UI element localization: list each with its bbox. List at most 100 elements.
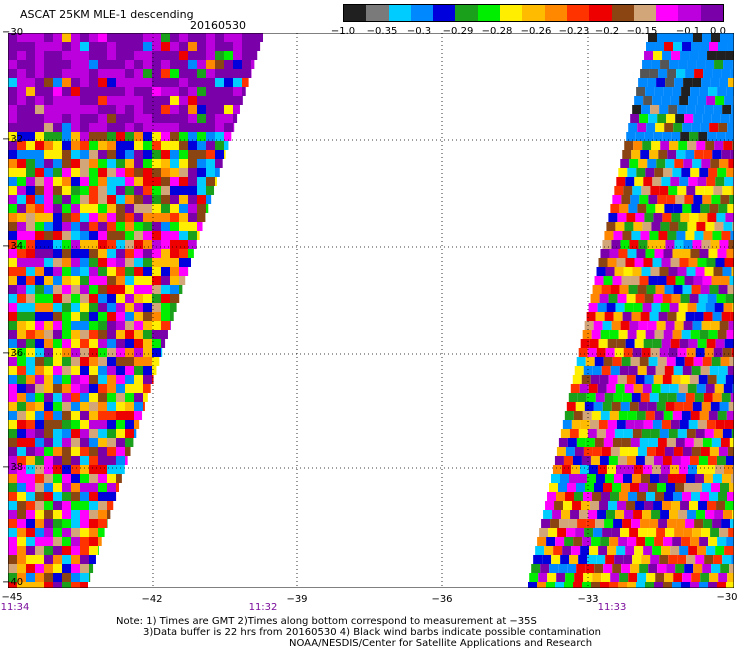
swath-cell [597, 465, 607, 474]
swath-cell [716, 213, 726, 222]
swath-cell [134, 132, 143, 141]
swath-cell [53, 510, 62, 519]
swath-cell [107, 195, 116, 204]
swath-cell [161, 258, 170, 267]
swath-cell [107, 78, 116, 87]
swath-cell [641, 186, 651, 195]
swath-cell [664, 447, 674, 456]
swath-cell [655, 492, 665, 501]
swath-cell [600, 582, 609, 588]
swath-cell [700, 573, 710, 582]
swath-cell [35, 564, 44, 573]
swath-cell [604, 231, 614, 240]
swath-cell [638, 321, 648, 330]
swath-cell [71, 159, 80, 168]
swath-cell [98, 483, 107, 492]
swath-cell [8, 384, 17, 393]
swath-cell [709, 447, 719, 456]
swath-cell [44, 303, 53, 312]
swath-cell [673, 285, 683, 294]
swath-cell [660, 510, 670, 519]
swath-cell [715, 339, 725, 348]
swath-cell [688, 339, 698, 348]
swath-cell [116, 456, 125, 465]
swath-cell [684, 483, 693, 492]
swath-cell [26, 132, 35, 141]
swath-cell [62, 222, 71, 231]
swath-cell [44, 465, 53, 474]
swath-cell [608, 294, 618, 303]
swath-cell [35, 276, 44, 285]
swath-cell [107, 60, 116, 69]
swath-cell [8, 168, 17, 177]
swath-cell [645, 87, 655, 96]
swath-cell [170, 204, 179, 213]
swath-cell [704, 186, 714, 195]
swath-cell [714, 303, 724, 312]
swath-cell [53, 528, 62, 537]
swath-cell [17, 465, 26, 474]
swath-cell [591, 330, 601, 339]
swath-cell [628, 573, 638, 582]
swath-cell [125, 177, 134, 186]
swath-cell [89, 528, 98, 537]
swath-cell [62, 204, 71, 213]
swath-cell [680, 51, 690, 60]
swath-cell [107, 510, 111, 519]
swath-cell [53, 537, 62, 546]
swath-cell [170, 231, 179, 240]
swath-cell [116, 366, 125, 375]
swath-cell [715, 546, 725, 555]
swath-cell [693, 195, 703, 204]
swath-cell [17, 186, 26, 195]
swath-cell [80, 87, 89, 96]
swath-cell [116, 447, 125, 456]
swath-cell [26, 402, 35, 411]
swath-cell [152, 186, 161, 195]
swath-cell [630, 483, 639, 492]
swath-cell [143, 249, 152, 258]
swath-cell [626, 501, 636, 510]
swath-cell [224, 114, 233, 123]
swath-cell [577, 519, 587, 528]
swath-cell [35, 555, 44, 564]
swath-cell [98, 177, 107, 186]
swath-cell [116, 429, 125, 438]
swath-cell [668, 267, 678, 276]
legend-tick-label: −0.3 [406, 26, 432, 37]
swath-cell [107, 456, 116, 465]
swath-cell [703, 312, 713, 321]
swath-cell [116, 141, 125, 150]
swath-cell [89, 195, 98, 204]
swath-cell [681, 168, 691, 177]
swath-cell [655, 42, 665, 51]
swath-cell [71, 402, 80, 411]
swath-cell [80, 60, 89, 69]
swath-cell [188, 69, 197, 78]
swath-cell [665, 402, 675, 411]
legend-tick-label: −0.26 [520, 26, 552, 37]
swath-cell [672, 330, 682, 339]
swath-cell [656, 240, 666, 249]
swath-cell [26, 555, 35, 564]
swath-cell [179, 123, 188, 132]
swath-cell [652, 546, 662, 555]
swath-cell [62, 141, 71, 150]
swath-cell [80, 447, 89, 456]
swath-cell [529, 573, 539, 582]
swath-cell [674, 240, 684, 249]
swath-cell [71, 411, 80, 420]
swath-cell [89, 510, 98, 519]
swath-cell [71, 546, 80, 555]
swath-cell [179, 114, 188, 123]
swath-cell [62, 195, 71, 204]
swath-cell [53, 420, 62, 429]
swath-cell [44, 348, 53, 357]
swath-cell [71, 33, 80, 42]
swath-cell [694, 393, 704, 402]
swath-cell [653, 501, 663, 510]
swath-cell [690, 411, 700, 420]
swath-cell [632, 105, 642, 114]
swath-cell [89, 492, 98, 501]
swath-cell [89, 537, 98, 546]
